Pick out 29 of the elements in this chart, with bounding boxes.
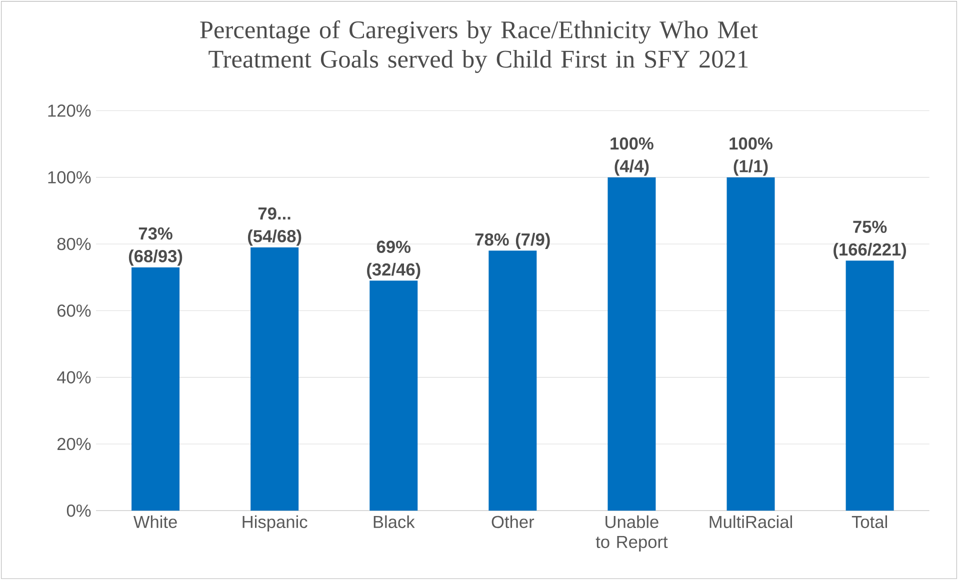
data-label: 100% (1/1) [730,137,772,176]
bar [846,260,894,511]
chart-title: Percentage of Caregivers by Race/Ethnicity Who Met Treatment Goals served by Child First in SFY 2021 [200,20,758,73]
bar [370,280,418,511]
bar [250,247,299,511]
bar [726,177,775,511]
data-label: 78% (7/9) [475,232,550,250]
x-tick-label: Other [492,515,534,528]
bar [488,250,537,511]
x-tick-label: Total [852,515,887,528]
x-tick-label: Unable to Report [596,515,668,552]
data-label: 75% (166/221) [834,220,906,260]
x-tick-label: Black [374,515,415,528]
x-tick-label: White [133,515,177,528]
bar [132,267,180,511]
data-label: 100% (4/4) [610,137,654,176]
x-tick-label: Hispanic [242,515,308,532]
y-tick-label: 20% [57,438,91,450]
y-tick-label: 120% [48,104,91,117]
data-label: 73% (68/93) [128,227,182,266]
data-label: 69% (32/46) [367,240,420,280]
data-label: 79... (54/68) [248,207,302,246]
y-tick-label: 80% [57,238,91,250]
y-tick-label: 100% [48,171,91,184]
bar [608,177,656,511]
x-tick-label: MultiRacial [710,515,792,528]
y-tick-label: 0% [66,504,91,517]
y-tick-label: 40% [57,371,91,384]
y-tick-label: 60% [57,304,91,317]
